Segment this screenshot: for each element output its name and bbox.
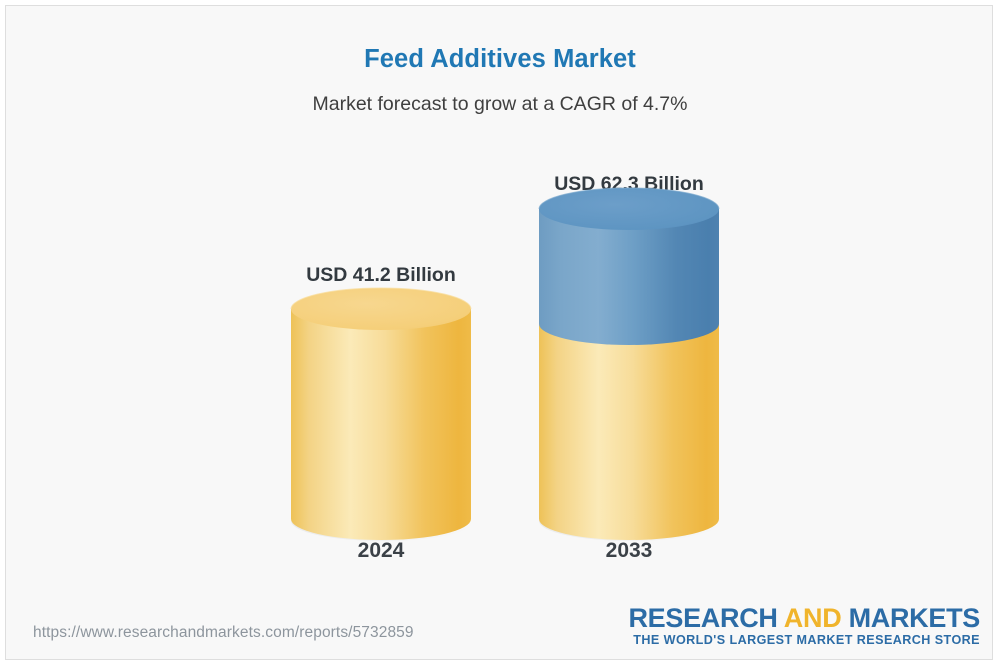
logo-word-and: AND xyxy=(777,603,849,633)
source-url[interactable]: https://www.researchandmarkets.com/repor… xyxy=(33,624,414,641)
bar-value-label-2024: USD 41.2 Billion xyxy=(306,264,456,286)
research-and-markets-logo[interactable]: RESEARCH AND MARKETS THE WORLD'S LARGEST… xyxy=(628,604,980,648)
page-title: Feed Additives Market xyxy=(364,45,636,73)
logo-wordmark: RESEARCH AND MARKETS xyxy=(628,604,980,632)
bar-cylinder-2024 xyxy=(286,282,486,541)
infographic-card: Feed Additives Market Market forecast to… xyxy=(5,5,993,660)
bar-cylinder-2033 xyxy=(534,182,734,541)
logo-tagline: THE WORLD'S LARGEST MARKET RESEARCH STOR… xyxy=(633,633,980,648)
bar-category-label-2033: 2033 xyxy=(605,539,653,562)
bar-category-label-2024: 2024 xyxy=(357,539,405,562)
bar-chart: USD 41.2 Billion xyxy=(6,6,994,661)
logo-word-research: RESEARCH xyxy=(628,603,778,633)
logo-word-markets: MARKETS xyxy=(848,603,981,633)
page-subtitle: Market forecast to grow at a CAGR of 4.7… xyxy=(312,93,688,115)
